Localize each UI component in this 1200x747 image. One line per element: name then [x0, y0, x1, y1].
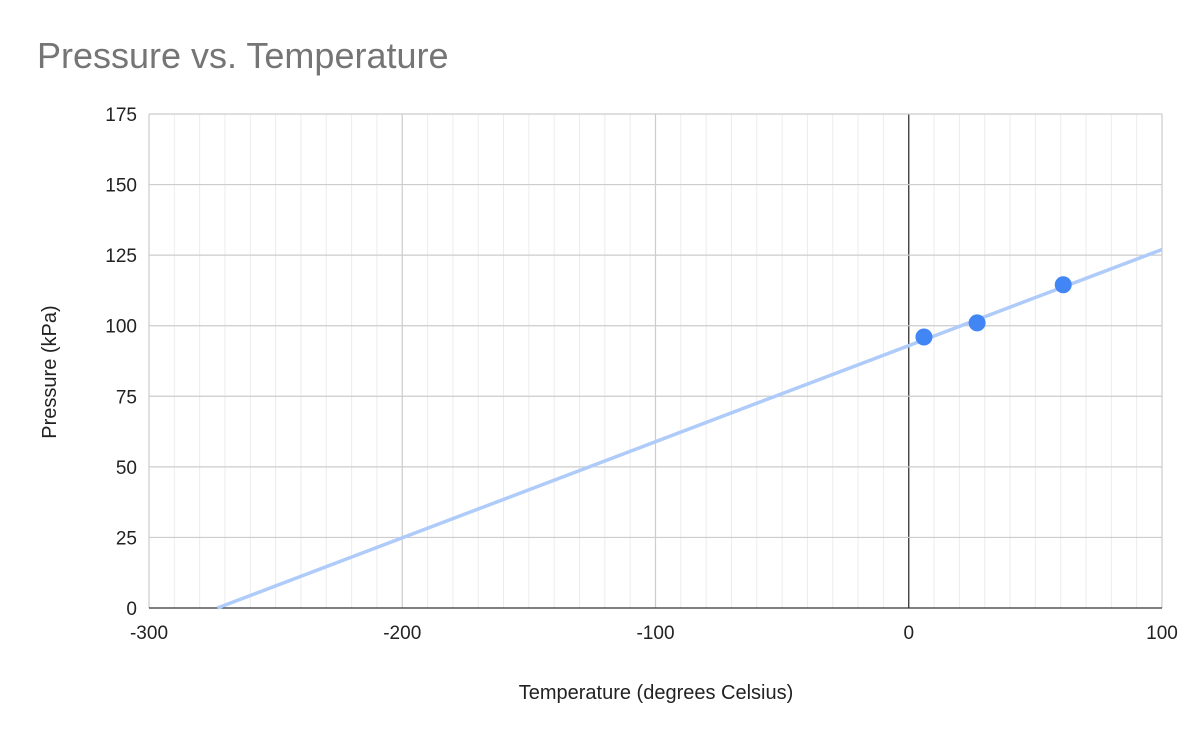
y-tick-label: 75	[116, 387, 137, 408]
y-axis-title: Pressure (kPa)	[39, 305, 61, 438]
chart-title: Pressure vs. Temperature	[37, 35, 449, 76]
major-gridlines	[148, 113, 1163, 608]
data-point	[1054, 276, 1072, 294]
x-tick-label: 100	[1146, 623, 1178, 644]
data-point	[915, 328, 933, 346]
data-point	[968, 314, 986, 332]
y-tick-label: 150	[105, 176, 137, 197]
x-tick-labels: -300 -200 -100 0 100	[130, 623, 1178, 644]
y-tick-label: 25	[116, 528, 137, 549]
x-tick-label: -200	[383, 623, 421, 644]
x-tick-label: 0	[903, 623, 914, 644]
y-tick-labels: 0 25 50 75 100 125 150 175	[105, 105, 137, 620]
trendline	[216, 247, 1163, 610]
trendline-group	[216, 247, 1163, 610]
x-axis-title: Temperature (degrees Celsius)	[519, 682, 794, 704]
y-tick-label: 100	[105, 317, 137, 338]
data-points	[915, 276, 1072, 346]
y-tick-label: 0	[126, 599, 137, 620]
x-tick-label: -100	[636, 623, 674, 644]
y-tick-label: 175	[105, 105, 137, 126]
x-tick-label: -300	[130, 623, 168, 644]
y-tick-label: 125	[105, 246, 137, 267]
minor-gridlines	[173, 114, 1138, 608]
y-tick-label: 50	[116, 458, 137, 479]
